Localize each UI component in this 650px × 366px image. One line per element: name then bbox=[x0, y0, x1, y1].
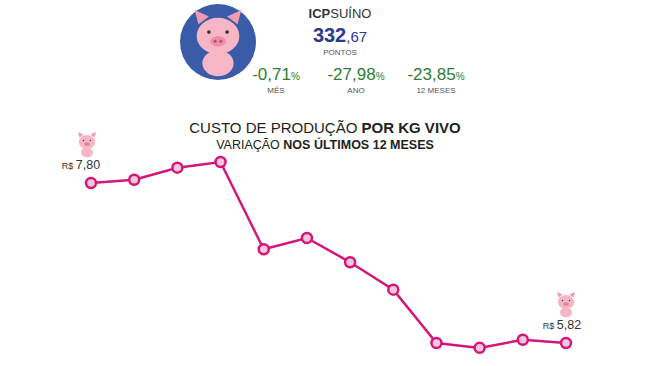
pig-nostril bbox=[214, 40, 217, 43]
index-unit: PONTOS bbox=[323, 48, 357, 57]
marker bbox=[216, 157, 226, 167]
marker bbox=[475, 343, 485, 353]
pig-nostril bbox=[564, 303, 565, 304]
index-value: 332,67 bbox=[313, 24, 367, 46]
marker bbox=[345, 257, 355, 267]
pig-eye bbox=[83, 140, 84, 141]
pig-eye bbox=[569, 300, 570, 301]
index-prefix: ICP bbox=[309, 6, 331, 21]
marker bbox=[431, 338, 441, 348]
pig-head bbox=[79, 135, 95, 149]
marker bbox=[302, 233, 312, 243]
pig-nostril bbox=[88, 143, 89, 144]
pig-head bbox=[197, 18, 240, 54]
title: CUSTO DE PRODUÇÃO POR KG VIVO bbox=[189, 119, 461, 136]
marker bbox=[172, 163, 182, 173]
change-value: -23,85% bbox=[407, 65, 464, 84]
pig-snout bbox=[563, 302, 569, 306]
pig-head bbox=[558, 295, 574, 309]
marker bbox=[259, 244, 269, 254]
marker bbox=[129, 175, 139, 185]
data-label: R$ 5,82 bbox=[543, 318, 581, 332]
pig-nostril bbox=[85, 143, 86, 144]
marker bbox=[86, 178, 96, 188]
marker bbox=[518, 335, 528, 345]
marker bbox=[388, 285, 398, 295]
marker bbox=[561, 338, 571, 348]
data-label: R$ 7,80 bbox=[62, 158, 100, 172]
index-name: ICPSUÍNO bbox=[309, 6, 372, 21]
pig-icon bbox=[78, 132, 96, 158]
pig-icon bbox=[195, 10, 242, 76]
icon-circle bbox=[180, 4, 256, 80]
chart: ICPSUÍNO 332,67 PONTOS -0,71% MÊS -27,98% ANO -… bbox=[0, 0, 650, 366]
pig-eye bbox=[562, 300, 563, 301]
pig-snout bbox=[210, 36, 226, 46]
index-name-word: SUÍNO bbox=[330, 6, 371, 21]
pig-eye bbox=[225, 30, 229, 34]
change-value: -0,71% bbox=[252, 65, 300, 84]
subtitle: VARIAÇÃO NOS ÚLTIMOS 12 MESES bbox=[216, 137, 434, 152]
line bbox=[91, 162, 566, 348]
change-value: -27,98% bbox=[327, 65, 384, 84]
pig-snout bbox=[84, 142, 90, 146]
pig-nostril bbox=[219, 40, 222, 43]
icon-clip bbox=[195, 10, 242, 76]
pig-eye bbox=[207, 30, 211, 34]
pig-eye bbox=[90, 140, 91, 141]
change-period: 12 MESES bbox=[416, 86, 455, 95]
pig-nostril bbox=[567, 303, 568, 304]
change-period: ANO bbox=[347, 86, 364, 95]
plot-area bbox=[86, 157, 571, 353]
change-period: MÊS bbox=[267, 86, 284, 95]
pig-icon bbox=[557, 292, 575, 318]
root: ICPSUÍNO 332,67 PONTOS -0,71% MÊS -27,98% ANO -… bbox=[0, 0, 650, 366]
